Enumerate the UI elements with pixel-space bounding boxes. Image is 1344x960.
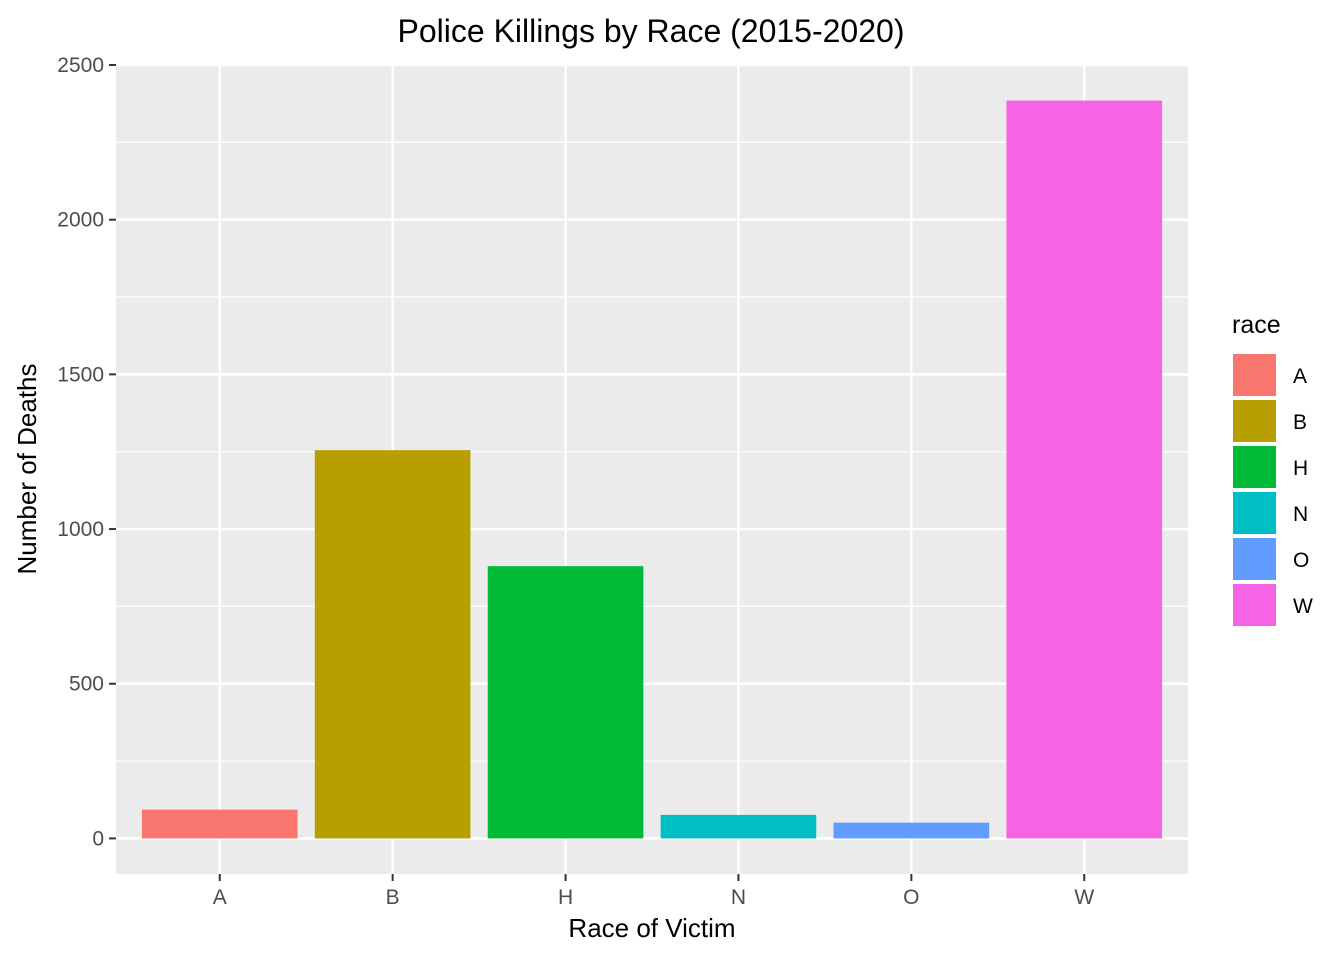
legend-label: O	[1293, 549, 1309, 572]
axes: 0 500 1000 1500 2000 2500 A B H N O W	[57, 54, 1094, 909]
bars	[141, 100, 1163, 839]
bar-h	[487, 566, 644, 839]
legend-label: B	[1293, 411, 1307, 434]
y-tick-label: 2500	[57, 54, 104, 77]
legend-key-n	[1233, 492, 1276, 534]
legend-label: W	[1293, 595, 1313, 618]
legend-key-h	[1233, 446, 1276, 488]
bar-n	[660, 814, 817, 839]
y-tick-label: 1500	[57, 363, 104, 386]
legend-key-b	[1233, 400, 1276, 442]
bar-w	[1006, 100, 1163, 839]
legend-key-a	[1233, 354, 1276, 396]
y-tick-label: 0	[92, 827, 104, 850]
x-axis-title: Race of Victim	[568, 913, 735, 943]
legend-label: H	[1293, 457, 1308, 480]
y-tick-label: 1000	[57, 518, 104, 541]
bar-o	[833, 822, 990, 839]
legend-title: race	[1232, 311, 1281, 339]
x-tick-label: H	[558, 886, 573, 909]
bar-b	[314, 450, 471, 839]
legend-key-w	[1233, 584, 1276, 626]
legend-label: N	[1293, 503, 1308, 526]
chart-title: Police Killings by Race (2015-2020)	[398, 13, 905, 49]
legend-key-o	[1233, 538, 1276, 580]
x-tick-label: A	[213, 886, 227, 909]
y-tick-label: 500	[69, 673, 104, 696]
legend-label: A	[1293, 365, 1307, 388]
x-tick-label: B	[386, 886, 400, 909]
y-tick-label: 2000	[57, 209, 104, 232]
bar-a	[141, 809, 298, 839]
x-tick-label: W	[1074, 886, 1094, 909]
x-tick-label: O	[903, 886, 919, 909]
y-axis-title: Number of Deaths	[12, 364, 42, 575]
x-tick-label: N	[731, 886, 746, 909]
